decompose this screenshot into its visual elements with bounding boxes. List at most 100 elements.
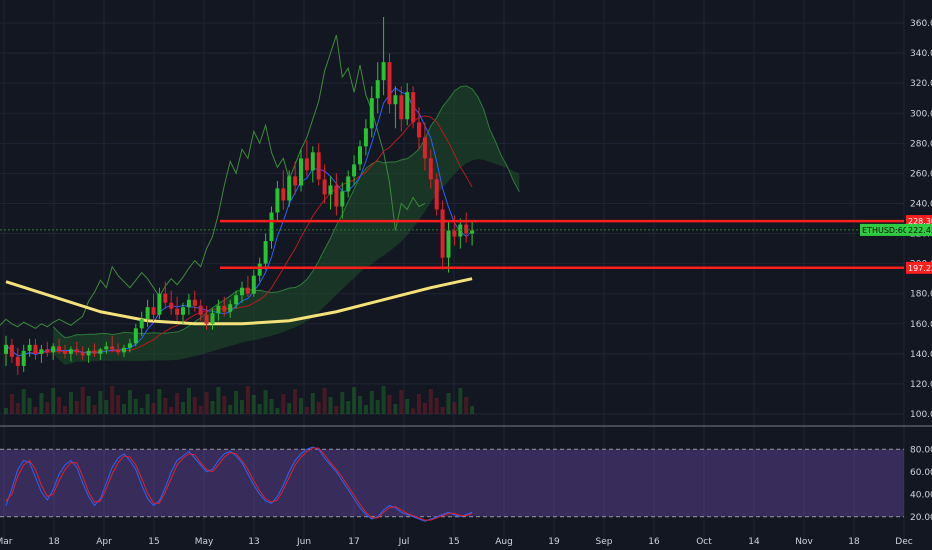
volume-bar <box>269 399 274 414</box>
candle-body <box>139 319 144 329</box>
volume-bar <box>181 402 185 414</box>
volume-bar <box>240 400 244 414</box>
candle-body <box>9 344 14 357</box>
candle-body <box>251 275 256 294</box>
price-tick-label: 160.00 <box>910 320 932 330</box>
volume-bar <box>299 398 303 414</box>
time-tick-label: Dec <box>895 537 912 547</box>
candle-body <box>116 349 121 353</box>
volume-bar <box>33 407 38 414</box>
time-tick-label: Sep <box>596 537 613 547</box>
volume-bar <box>440 407 445 414</box>
candle-body <box>452 230 457 237</box>
volume-bar <box>169 407 174 414</box>
candle-body <box>157 293 162 315</box>
level-tag <box>906 261 932 274</box>
volume-bars <box>4 386 475 414</box>
volume-bar <box>428 389 433 414</box>
level-tag-label: 228.30 <box>908 217 932 226</box>
candle-body <box>39 349 44 354</box>
price-tick-label: 140.00 <box>910 350 932 360</box>
volume-bar <box>98 391 103 414</box>
candle-body <box>322 179 327 195</box>
current-price-label: 222.43 <box>908 226 932 235</box>
volume-bar <box>287 403 292 414</box>
volume-bar <box>293 389 298 414</box>
candle-body <box>92 350 97 354</box>
volume-bar <box>68 392 73 414</box>
volume-bar <box>21 389 26 414</box>
time-tick-label: 19 <box>548 537 560 547</box>
symbol-tag <box>860 223 906 236</box>
candle-body <box>104 346 109 350</box>
volume-bar <box>175 393 180 414</box>
price-tick-label: 100.00 <box>910 410 932 420</box>
candle-body <box>346 176 351 192</box>
price-tick-label: 320.00 <box>910 79 932 89</box>
candle-body <box>210 313 215 324</box>
volume-bar <box>275 408 280 414</box>
candle-body <box>434 179 439 210</box>
candle-body <box>399 95 404 120</box>
time-tick-label: Apr <box>96 537 112 547</box>
candle-body <box>86 350 91 356</box>
volume-bar <box>387 395 392 414</box>
candle-body <box>181 307 185 315</box>
candle-body <box>80 352 85 356</box>
volume-bar <box>9 394 14 414</box>
volume-bar <box>257 404 262 414</box>
time-tick-label: 18 <box>48 537 60 547</box>
candle-body <box>228 304 233 312</box>
horizontal-levels <box>0 219 904 270</box>
volume-bar <box>352 387 357 414</box>
candle-body <box>340 191 345 207</box>
candle-body <box>381 62 386 81</box>
candle-body <box>304 158 309 171</box>
volume-bar <box>51 388 56 414</box>
volume-bar <box>133 399 138 414</box>
volume-bar <box>192 397 197 414</box>
candle-body <box>299 158 303 186</box>
candle-body <box>198 305 203 315</box>
volume-bar <box>122 404 126 414</box>
candle-body <box>275 188 280 213</box>
candle-body <box>151 307 156 315</box>
candle-body <box>470 230 475 234</box>
volume-bar <box>210 401 215 414</box>
volume-bar <box>92 405 97 414</box>
candle-body <box>417 122 421 138</box>
candle-body <box>281 188 286 201</box>
volume-bar <box>464 397 469 414</box>
candle-body <box>98 349 103 354</box>
volume-bar <box>116 395 121 414</box>
candle-body <box>163 293 168 303</box>
candle-body <box>110 346 115 350</box>
time-tick-label: Mar <box>0 537 13 547</box>
candle-body <box>375 80 380 99</box>
volume-bar <box>15 403 20 414</box>
volume-bar <box>27 398 32 414</box>
volume-bar <box>422 403 427 414</box>
volume-bar <box>45 402 50 414</box>
candle-body <box>387 62 392 105</box>
volume-bar <box>411 408 416 414</box>
time-axis: Mar 18 Apr 15 May 13 Jun 17 Jul 15 Aug 19 Sep 16 Oct 14… <box>0 537 913 547</box>
candle-body <box>186 299 191 308</box>
time-tick-label: 18 <box>848 537 860 547</box>
volume-bar <box>80 387 85 414</box>
stoch-tick-label: 40.00 <box>910 490 932 500</box>
time-tick-label: Jun <box>296 537 311 547</box>
volume-bar <box>145 394 150 414</box>
volume-bar <box>251 395 256 414</box>
volume-bar <box>446 393 451 414</box>
volume-bar <box>358 396 362 414</box>
candle-body <box>310 152 315 171</box>
candle-body <box>328 185 333 195</box>
candle-body <box>192 299 197 306</box>
stoch-k-line <box>5 446 473 522</box>
volume-bar <box>86 396 91 414</box>
candle-body <box>122 347 126 353</box>
volume-bar <box>57 397 62 414</box>
candle-body <box>33 344 38 354</box>
